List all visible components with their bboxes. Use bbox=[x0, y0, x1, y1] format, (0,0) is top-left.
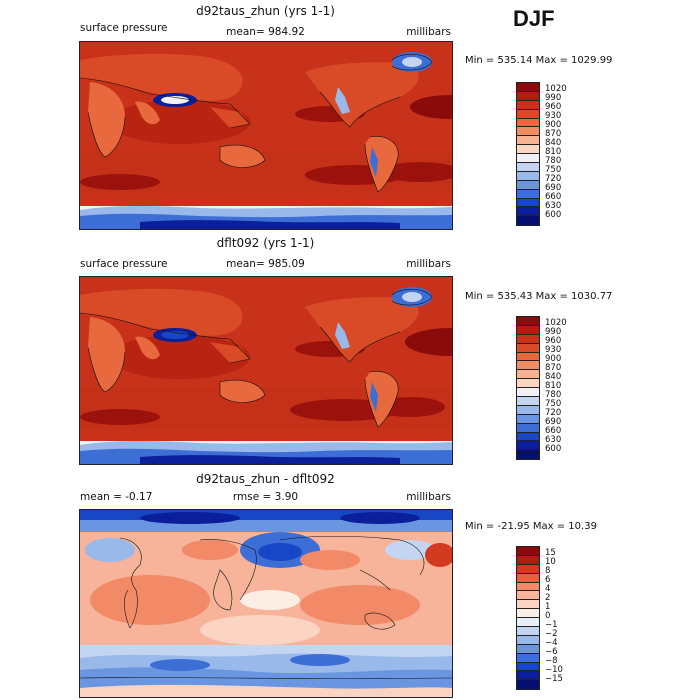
panel1-minmax: Min = 535.14 Max = 1029.99 bbox=[465, 55, 613, 66]
panel3-cb-label: 1 bbox=[545, 602, 551, 612]
panel2-minmax: Min = 535.43 Max = 1030.77 bbox=[465, 291, 613, 302]
panel2-title: dflt092 (yrs 1-1) bbox=[216, 236, 315, 250]
panel2-cb-label: 900 bbox=[545, 354, 562, 364]
panel3-cb-label: −4 bbox=[545, 638, 558, 648]
panel3-cb-label: −1 bbox=[545, 620, 558, 630]
panel1-units: millibars bbox=[406, 26, 451, 38]
panel3-map-graphic bbox=[80, 510, 452, 697]
panel2-cb-label: 1020 bbox=[545, 318, 567, 328]
panel2-cb-label: 660 bbox=[545, 426, 562, 436]
panel2-mean: mean= 985.09 bbox=[226, 258, 305, 270]
panel2-cb-label: 870 bbox=[545, 363, 562, 373]
panel1-cb-label: 870 bbox=[545, 129, 562, 139]
panel2-cb-label: 810 bbox=[545, 381, 562, 391]
panel1-cb-label: 660 bbox=[545, 192, 562, 202]
panel1-cb-label: 1020 bbox=[545, 84, 567, 94]
panel2-units: millibars bbox=[406, 258, 451, 270]
panel3-colorbar bbox=[516, 546, 540, 690]
panel2-cb-label: 600 bbox=[545, 444, 562, 454]
panel1-colorbar bbox=[516, 82, 540, 226]
panel3-cb-label: 10 bbox=[545, 557, 556, 567]
panel3-rmse: rmse = 3.90 bbox=[232, 491, 299, 503]
panel2-variable: surface pressure bbox=[80, 258, 168, 270]
panel2-map-graphic bbox=[80, 277, 452, 464]
panel1-cb-label: 810 bbox=[545, 147, 562, 157]
panel3-units: millibars bbox=[406, 491, 451, 503]
panel3-cb-label: 6 bbox=[545, 575, 551, 585]
panel2-cb-label: 750 bbox=[545, 399, 562, 409]
panel2-cb-label: 840 bbox=[545, 372, 562, 382]
panel1-variable: surface pressure bbox=[80, 22, 168, 34]
panel2-colorbar bbox=[516, 316, 540, 460]
panel3-colorbar-labels: 15 10 8 6 4 2 1 0 −1 −2 −4 −6 −8 −10 −15 bbox=[545, 546, 595, 688]
panel2-cb-label: 720 bbox=[545, 408, 562, 418]
panel1-title: d92taus_zhun (yrs 1-1) bbox=[196, 4, 335, 18]
panel3-title: d92taus_zhun - dflt092 bbox=[196, 472, 335, 486]
panel2-cb-label: 960 bbox=[545, 336, 562, 346]
panel1-map-graphic bbox=[80, 42, 452, 229]
panel1-cb-label: 900 bbox=[545, 120, 562, 130]
panel2-cb-label: 930 bbox=[545, 345, 562, 355]
panel3-cb-label: −10 bbox=[545, 665, 563, 675]
panel3-cb-label: 15 bbox=[545, 548, 556, 558]
panel1-mean: mean= 984.92 bbox=[226, 26, 305, 38]
panel3-cb-label: 4 bbox=[545, 584, 551, 594]
panel1-cb-label: 750 bbox=[545, 165, 562, 175]
panel3-map bbox=[79, 509, 453, 698]
panel1-cb-label: 630 bbox=[545, 201, 562, 211]
season-label: DJF bbox=[513, 6, 555, 31]
panel3-cb-label: −15 bbox=[545, 674, 563, 684]
panel2-cb-label: 630 bbox=[545, 435, 562, 445]
panel1-colorbar-labels: 1020 990 960 930 900 870 840 810 780 750… bbox=[545, 82, 595, 224]
panel3-cb-label: −6 bbox=[545, 647, 558, 657]
panel3-cb-label: 8 bbox=[545, 566, 551, 576]
panel1-cb-label: 990 bbox=[545, 93, 562, 103]
panel2-colorbar-labels: 1020 990 960 930 900 870 840 810 780 750… bbox=[545, 316, 595, 458]
panel1-cb-label: 600 bbox=[545, 210, 562, 220]
panel1-cb-label: 930 bbox=[545, 111, 562, 121]
panel3-minmax: Min = -21.95 Max = 10.39 bbox=[465, 521, 597, 532]
panel1-cb-label: 690 bbox=[545, 183, 562, 193]
panel1-cb-label: 720 bbox=[545, 174, 562, 184]
panel1-map bbox=[79, 41, 453, 230]
panel1-cb-label: 960 bbox=[545, 102, 562, 112]
panel2-cb-label: 780 bbox=[545, 390, 562, 400]
panel2-map bbox=[79, 276, 453, 465]
panel2-cb-label: 990 bbox=[545, 327, 562, 337]
panel3-cb-label: −8 bbox=[545, 656, 558, 666]
panel2-cb-label: 690 bbox=[545, 417, 562, 427]
panel3-cb-label: −2 bbox=[545, 629, 558, 639]
panel1-cb-label: 780 bbox=[545, 156, 562, 166]
panel3-cb-label: 2 bbox=[545, 593, 551, 603]
panel3-cb-label: 0 bbox=[545, 611, 551, 621]
panel3-mean: mean = -0.17 bbox=[80, 491, 153, 503]
panel1-cb-label: 840 bbox=[545, 138, 562, 148]
